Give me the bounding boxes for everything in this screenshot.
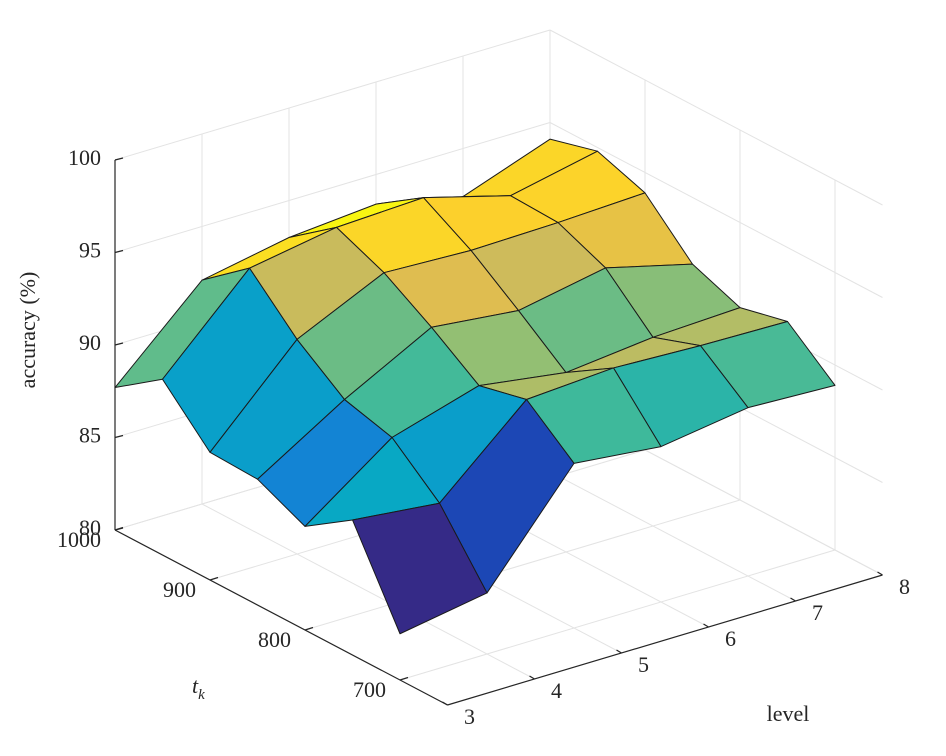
y-tick: [304, 626, 314, 631]
x-tick-label: 7: [812, 600, 823, 625]
y-axis-label: tk: [192, 673, 205, 703]
y-tick: [114, 526, 124, 531]
x-tick-label: 6: [725, 626, 736, 651]
y-tick: [209, 576, 219, 581]
x-tick-label: 8: [899, 574, 910, 599]
grid-line: [549, 122, 883, 298]
x-tick: [703, 623, 709, 628]
x-tick: [790, 597, 796, 602]
z-tick: [114, 434, 124, 439]
y-tick: [399, 676, 409, 681]
grid-line: [399, 549, 836, 681]
y-tick-label: 700: [353, 677, 386, 702]
y-tick-label: 800: [258, 627, 291, 652]
z-tick: [114, 157, 124, 161]
z-tick: [114, 249, 124, 254]
z-tick-label: 100: [68, 145, 101, 170]
x-tick: [616, 649, 622, 654]
z-tick-label: 85: [79, 423, 101, 448]
x-tick: [529, 675, 535, 680]
z-tick: [114, 342, 124, 346]
grid-line: [201, 503, 535, 680]
x-tick-label: 5: [638, 652, 649, 677]
x-axis-label: level: [767, 701, 810, 726]
x-tick: [877, 571, 883, 576]
z-tick-label: 95: [79, 238, 101, 263]
z-tick-label: 90: [79, 330, 101, 355]
x-tick: [442, 701, 448, 706]
y-axis-label-sub: k: [198, 687, 205, 703]
y-tick-label: 900: [163, 577, 196, 602]
grid-line: [304, 499, 741, 631]
x-tick-label: 3: [464, 704, 475, 729]
x-tick-label: 4: [551, 678, 562, 703]
surface-face: [352, 502, 488, 635]
grid-line: [549, 29, 883, 206]
grid-line: [114, 122, 551, 253]
grid-line: [114, 29, 551, 161]
z-tick-label: 80: [79, 515, 101, 540]
y-axis-label-main: t: [192, 673, 199, 698]
y-axis: [114, 529, 448, 706]
z-axis-label: accuracy (%): [15, 272, 40, 389]
x-axis: [447, 574, 883, 706]
y-tick-label: 1000: [57, 527, 101, 552]
